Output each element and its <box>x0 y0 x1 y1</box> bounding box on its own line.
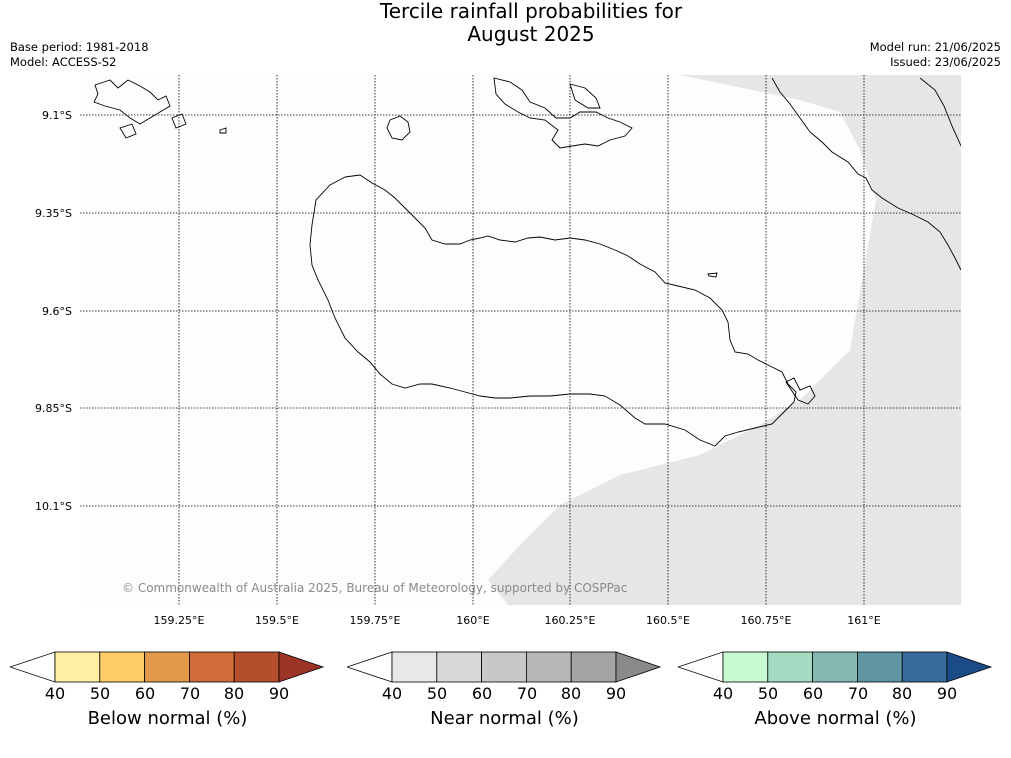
coastlines <box>93 77 961 447</box>
lat-label: 9.85°S <box>35 402 72 415</box>
colorbar-tick: 90 <box>605 684 627 703</box>
colorbar-tick: 90 <box>936 684 958 703</box>
colorbar-swatch <box>144 651 190 683</box>
colorbar-above-swatches <box>678 651 993 683</box>
colorbar-swatch <box>525 651 572 683</box>
chart-title: Tercile rainfall probabilities for Augus… <box>280 0 782 46</box>
colorbar-tick: 40 <box>712 684 734 703</box>
colorbar-extend-high <box>278 651 325 683</box>
colorbar-tick: 60 <box>802 684 824 703</box>
lon-label: 159.25°E <box>154 614 205 627</box>
guadalcanal-coastline <box>309 174 797 447</box>
colorbar-tick: 80 <box>560 684 582 703</box>
colorbar-tick: 70 <box>516 684 538 703</box>
copyright-text: © Commonwealth of Australia 2025, Bureau… <box>122 581 627 595</box>
lon-label: 160.25°E <box>545 614 596 627</box>
colorbar-near-ticks: 40 50 60 70 80 90 <box>347 684 662 704</box>
nggela-islands <box>493 77 633 149</box>
marau-islets <box>785 377 816 405</box>
title-line-2: August 2025 <box>467 22 595 46</box>
lat-label: 10.1°S <box>35 500 72 513</box>
model-run-text: Model run: 21/06/2025 <box>869 40 1001 54</box>
colorbar-tick: 40 <box>381 684 403 703</box>
lon-label: 159.5°E <box>255 614 299 627</box>
malaita-coastline <box>771 77 961 271</box>
colorbar-tick: 90 <box>268 684 290 703</box>
small-islet <box>707 272 718 278</box>
colorbar-tick: 50 <box>426 684 448 703</box>
colorbar-tick: 50 <box>757 684 779 703</box>
graticule <box>80 75 961 605</box>
colorbar-above-label: Above normal (%) <box>754 708 917 729</box>
colorbar-tick: 80 <box>891 684 913 703</box>
lat-label: 9.35°S <box>35 207 72 220</box>
title-line-1: Tercile rainfall probabilities for <box>379 0 683 23</box>
map: 9.1°S 9.35°S 9.6°S 9.85°S 10.1°S 159.25°… <box>35 75 961 627</box>
colorbar-above-normal: 40 50 60 70 80 90 Above normal (%) <box>678 650 993 730</box>
colorbar-below-label: Below normal (%) <box>87 708 248 729</box>
lat-label: 9.1°S <box>42 109 72 122</box>
colorbar-swatch <box>856 651 903 683</box>
colorbar-tick: 50 <box>89 684 111 703</box>
colorbar-swatch <box>233 651 280 683</box>
colorbar-extend-low <box>347 651 393 683</box>
colorbar-near-label: Near normal (%) <box>430 708 579 729</box>
colorbar-tick: 60 <box>134 684 156 703</box>
colorbar-swatch <box>481 651 527 683</box>
colorbar-above-ticks: 40 50 60 70 80 90 <box>678 684 993 704</box>
model-text: Model: ACCESS-S2 <box>10 55 117 69</box>
colorbar-below-ticks: 40 50 60 70 80 90 <box>10 684 325 704</box>
colorbar-tick: 70 <box>179 684 201 703</box>
lon-label: 160°E <box>456 614 489 627</box>
lon-label: 160.75°E <box>741 614 792 627</box>
colorbar-tick: 60 <box>471 684 493 703</box>
meta-left: Base period: 1981-2018 Model: ACCESS-S2 <box>10 40 149 70</box>
colorbar-extend-low <box>678 651 724 683</box>
colorbar-swatch <box>54 651 101 683</box>
colorbar-swatch <box>99 651 146 683</box>
shaded-probability-region <box>488 75 961 605</box>
colorbar-swatch <box>722 651 769 683</box>
russell-islands <box>93 79 187 139</box>
lon-label: 159.75°E <box>350 614 401 627</box>
colorbar-tick: 40 <box>44 684 66 703</box>
colorbar-below-swatches <box>10 651 325 683</box>
base-period-text: Base period: 1981-2018 <box>10 40 149 54</box>
lon-label: 161°E <box>847 614 880 627</box>
issued-text: Issued: 23/06/2025 <box>890 55 1001 69</box>
meta-right: Model run: 21/06/2025 Issued: 23/06/2025 <box>870 40 1001 70</box>
lat-label: 9.6°S <box>42 305 72 318</box>
colorbar-near-normal: 40 50 60 70 80 90 Near normal (%) <box>347 650 662 730</box>
small-islet-2 <box>219 127 227 134</box>
colorbar-swatch <box>436 651 483 683</box>
colorbar-swatch <box>901 651 948 683</box>
colorbar-below-normal: 40 50 60 70 80 90 Below normal (%) <box>10 650 325 730</box>
colorbar-swatch <box>767 651 814 683</box>
colorbar-tick: 70 <box>847 684 869 703</box>
colorbar-extend-high <box>615 651 662 683</box>
colorbar-swatch <box>812 651 858 683</box>
colorbar-swatch <box>188 651 235 683</box>
colorbar-near-swatches <box>347 651 662 683</box>
savo-island <box>386 115 411 141</box>
colorbar-swatch <box>391 651 438 683</box>
colorbar-extend-low <box>10 651 56 683</box>
colorbar-tick: 80 <box>223 684 245 703</box>
lon-label: 160.5°E <box>646 614 690 627</box>
lon-labels: 159.25°E 159.5°E 159.75°E 160°E 160.25°E… <box>154 614 881 627</box>
lat-labels: 9.1°S 9.35°S 9.6°S 9.85°S 10.1°S <box>35 109 72 513</box>
colorbar-swatch <box>570 651 617 683</box>
colorbar-extend-high <box>946 651 993 683</box>
